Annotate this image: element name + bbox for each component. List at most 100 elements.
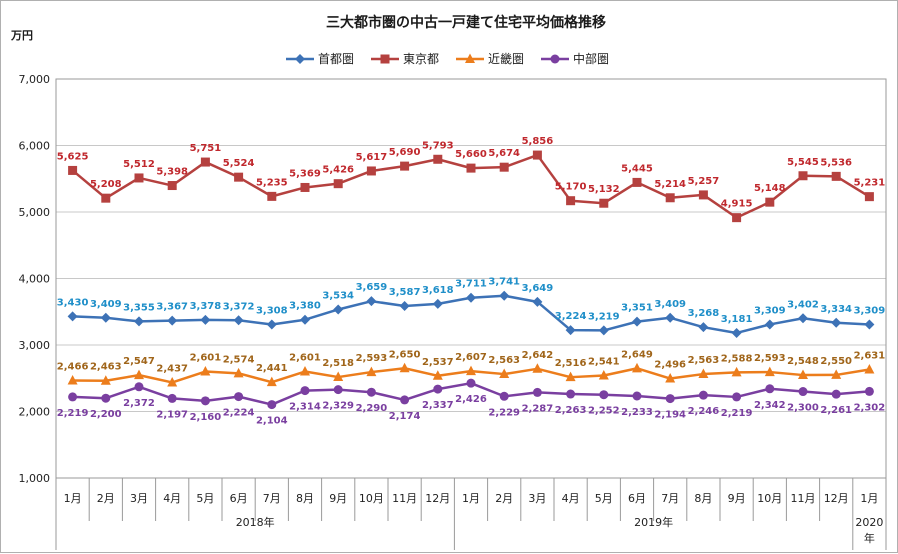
series-layer [67, 150, 875, 410]
data-label: 3,355 [123, 302, 155, 313]
x-tick-label: 9月 [329, 492, 347, 505]
data-point-circle [599, 390, 609, 400]
data-point-circle [300, 386, 310, 396]
data-label: 3,309 [754, 305, 786, 316]
data-label: 2,342 [754, 400, 786, 411]
data-point-square [831, 171, 841, 181]
x-tick-label: 7月 [661, 492, 679, 505]
axes: 1,000 2,000 3,000 4,000 5,000 6,000 7,000 1月 2月 3… [19, 73, 887, 550]
data-label: 2,441 [256, 363, 288, 374]
data-label: 5,690 [389, 147, 421, 158]
legend-item: 近畿圏 [456, 52, 524, 66]
data-point-circle [267, 400, 277, 410]
data-point-square [333, 179, 343, 189]
data-point-triangle [366, 366, 377, 377]
y-tick-label: 1,000 [19, 472, 51, 485]
data-point-diamond [831, 317, 842, 328]
data-label: 5,445 [621, 163, 653, 174]
data-point-circle [68, 392, 78, 402]
data-label: 2,219 [57, 408, 89, 419]
data-label: 5,426 [322, 165, 354, 176]
plot-area-border [55, 78, 887, 479]
data-label: 2,550 [820, 356, 852, 367]
data-point-triangle [698, 368, 709, 379]
data-label: 3,309 [854, 305, 886, 316]
data-label: 2,463 [90, 362, 122, 373]
data-point-square [267, 191, 277, 201]
data-label: 2,261 [820, 405, 852, 416]
data-point-diamond [698, 322, 709, 333]
data-point-circle [864, 386, 874, 396]
legend-label: 東京都 [403, 52, 439, 66]
data-label: 2,642 [522, 350, 554, 361]
data-point-triangle [598, 370, 609, 380]
data-point-diamond [167, 315, 178, 326]
data-label: 2,252 [588, 406, 620, 417]
data-point-circle [400, 395, 410, 405]
series-2 [68, 150, 874, 223]
data-label: 5,617 [356, 152, 388, 163]
data-label: 3,430 [57, 297, 89, 308]
data-label: 2,287 [522, 403, 554, 414]
data-point-square [732, 213, 742, 223]
x-tick-label: 1月 [64, 492, 82, 505]
chart-title: 三大都市圏の中古一戸建て住宅平均価格推移 [326, 14, 606, 31]
data-label: 2,601 [289, 353, 321, 364]
data-point-triangle [300, 366, 310, 376]
data-label: 2,200 [90, 409, 122, 420]
data-point-square [599, 198, 609, 208]
x-tick-label: 4月 [163, 492, 181, 505]
data-label: 3,409 [90, 299, 122, 310]
legend-label: 中部圏 [573, 51, 609, 66]
data-point-circle [366, 387, 376, 397]
data-point-circle [167, 393, 177, 403]
data-point-circle [333, 385, 343, 395]
year-label: 2018年 [236, 515, 275, 529]
data-label: 3,378 [190, 301, 222, 312]
data-label: 2,518 [322, 358, 354, 369]
data-label: 3,334 [820, 304, 852, 315]
data-label: 2,246 [688, 406, 720, 417]
data-point-square [566, 196, 576, 206]
data-label: 5,148 [754, 183, 786, 194]
data-point-diamond [466, 292, 476, 303]
data-point-diamond [300, 314, 310, 325]
data-point-square [200, 157, 210, 167]
data-point-triangle [399, 362, 410, 373]
data-point-square [134, 173, 144, 183]
data-point-triangle [200, 366, 211, 376]
data-label: 2,631 [854, 351, 886, 362]
series-4 [68, 378, 874, 410]
data-label: 3,308 [256, 306, 288, 317]
x-tick-label: 9月 [728, 492, 746, 505]
legend-item: 中部圏 [541, 51, 609, 66]
data-point-triangle [134, 369, 144, 380]
data-point-diamond [200, 314, 211, 325]
data-point-triangle [100, 375, 111, 385]
data-label: 2,563 [488, 355, 520, 366]
data-label: 2,593 [356, 353, 388, 364]
data-point-square [366, 166, 376, 176]
data-label: 3,659 [356, 282, 388, 293]
data-label: 3,402 [787, 299, 819, 310]
data-point-diamond [632, 316, 642, 327]
data-label: 3,587 [389, 287, 421, 298]
data-label: 3,409 [654, 299, 686, 310]
data-point-triangle [67, 375, 78, 385]
data-point-diamond [665, 312, 676, 323]
data-point-circle [798, 387, 808, 397]
y-tick-label: 7,000 [19, 73, 51, 86]
data-label: 2,290 [356, 403, 388, 414]
data-point-triangle [632, 362, 642, 373]
y-tick-label: 6,000 [19, 140, 51, 153]
data-label: 5,625 [57, 151, 89, 162]
data-point-square [532, 150, 542, 160]
data-label: 2,302 [854, 402, 886, 413]
data-label: 2,574 [223, 354, 255, 365]
year-label: 年 [864, 531, 875, 545]
data-label: 3,741 [488, 277, 520, 288]
data-label: 2,541 [588, 357, 620, 368]
data-label: 5,257 [688, 176, 720, 187]
data-label: 2,593 [754, 353, 786, 364]
